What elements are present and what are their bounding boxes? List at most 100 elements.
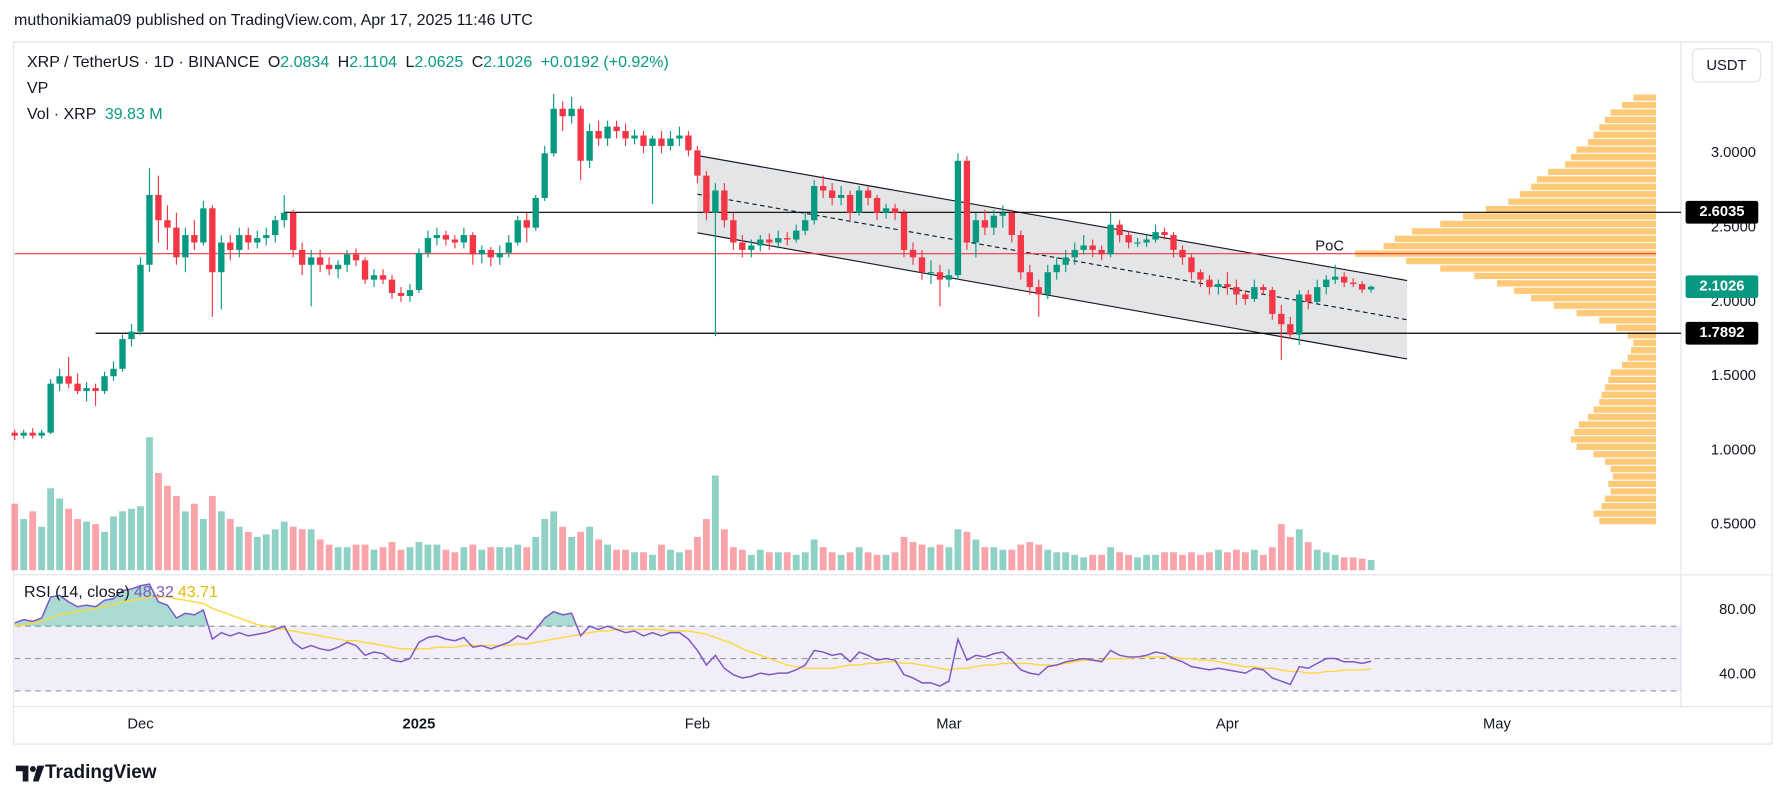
vp-bar xyxy=(1576,443,1657,450)
vp-bar xyxy=(1519,191,1657,198)
volume-bar xyxy=(1035,544,1043,571)
volume-bar xyxy=(496,547,504,571)
vp-bar xyxy=(1508,198,1657,205)
candle-body xyxy=(900,212,908,250)
volume-bar xyxy=(1152,554,1159,571)
vp-bar xyxy=(1497,280,1657,287)
candle-body xyxy=(604,126,611,139)
volume-bar xyxy=(1358,558,1366,571)
x-tick-label: May xyxy=(1483,717,1511,733)
candle-body xyxy=(667,138,674,146)
x-tick-label: Mar xyxy=(936,717,961,733)
volume-bar xyxy=(460,547,468,571)
volume-bar xyxy=(451,552,459,571)
candle-body xyxy=(882,208,890,213)
candle-body xyxy=(1116,224,1123,236)
volume-bar xyxy=(83,521,90,571)
candle-body xyxy=(65,376,72,384)
volume-bar xyxy=(622,549,629,571)
volume-bar xyxy=(676,552,683,571)
candle-body xyxy=(721,190,728,221)
volume-bar xyxy=(1044,549,1052,571)
volume-bar xyxy=(891,552,899,571)
vp-bar xyxy=(1514,287,1657,294)
candle-body xyxy=(38,432,45,436)
candle-body xyxy=(1053,264,1060,273)
candle-body xyxy=(1035,287,1042,295)
volume-bar xyxy=(1107,547,1115,571)
volume-bar xyxy=(307,529,315,571)
candle-body xyxy=(559,108,566,117)
vp-bar xyxy=(1599,124,1657,131)
vp-bar xyxy=(1553,302,1657,309)
volume-bar xyxy=(29,511,37,571)
candle-body xyxy=(406,290,414,296)
volume-bar xyxy=(181,511,189,571)
candle-body xyxy=(478,249,486,255)
volume-bar xyxy=(1062,552,1070,571)
vp-bar xyxy=(1485,205,1657,213)
vp-legend: VP xyxy=(27,80,49,97)
volume-bar xyxy=(1026,542,1034,571)
price-badge-label: 2.6035 xyxy=(1699,204,1744,220)
volume-bar xyxy=(756,549,764,571)
volume-bar xyxy=(146,437,153,571)
currency[interactable]: USDT xyxy=(1706,58,1746,74)
volume-bar xyxy=(20,519,28,571)
candle-body xyxy=(218,242,225,273)
candle-body xyxy=(1125,235,1132,243)
volume-bar xyxy=(1313,549,1321,571)
y-tick-label: 1.5000 xyxy=(1711,368,1756,384)
candle-body xyxy=(577,108,584,161)
volume-bar xyxy=(694,536,701,571)
volume-bar xyxy=(424,544,432,571)
logo-text: TradingView xyxy=(45,762,157,783)
volume-bar xyxy=(397,549,405,571)
vp-bar xyxy=(1462,213,1657,220)
ohlc-letter: H xyxy=(337,54,350,71)
candle-body xyxy=(1008,212,1015,236)
volume-bar xyxy=(990,547,998,571)
candle-body xyxy=(766,239,773,243)
volume-bar xyxy=(738,549,746,571)
candle-body xyxy=(1260,287,1267,291)
volume-bar xyxy=(720,529,728,571)
candle-body xyxy=(846,194,854,213)
candle-body xyxy=(334,264,342,270)
vp-bar xyxy=(1608,480,1657,488)
volume-bar xyxy=(747,554,755,571)
candle-body xyxy=(963,160,971,243)
currency-button[interactable] xyxy=(1691,48,1762,83)
candle-body xyxy=(74,383,81,392)
vp-bar xyxy=(1411,228,1657,235)
candle-body xyxy=(424,238,432,253)
volume-bar xyxy=(352,544,360,571)
volume-bar xyxy=(370,549,378,571)
candle-body xyxy=(227,242,234,250)
ohlc-letter: L xyxy=(405,54,415,71)
candle-body xyxy=(298,249,306,265)
vp-bar xyxy=(1593,406,1657,413)
volume-bar xyxy=(613,549,620,571)
volume-bar xyxy=(1179,554,1186,571)
candle-body xyxy=(685,135,692,151)
legend-main: XRP / TetherUS · 1D · BINANCE O2.0834 H2… xyxy=(27,54,673,72)
vp-bar xyxy=(1587,413,1657,421)
published-note: muthonikiama09 published on TradingView.… xyxy=(14,12,533,29)
volume-bar xyxy=(765,552,773,571)
volume-bar xyxy=(1080,557,1088,571)
candle-body xyxy=(703,175,710,213)
volume-bar xyxy=(1322,552,1330,571)
candle-body xyxy=(1323,279,1330,288)
candle-body xyxy=(110,368,117,377)
volume-bar xyxy=(361,544,369,571)
vp-bar xyxy=(1394,235,1657,242)
volume-bar xyxy=(999,549,1007,571)
volume-bar xyxy=(119,511,126,571)
volume-bar xyxy=(442,549,450,571)
vp-bar xyxy=(1601,391,1657,398)
volume-bar xyxy=(640,552,647,571)
x-tick-label: Feb xyxy=(685,717,710,733)
ohlc-letter: O xyxy=(267,54,281,71)
vp-bar xyxy=(1612,473,1657,480)
